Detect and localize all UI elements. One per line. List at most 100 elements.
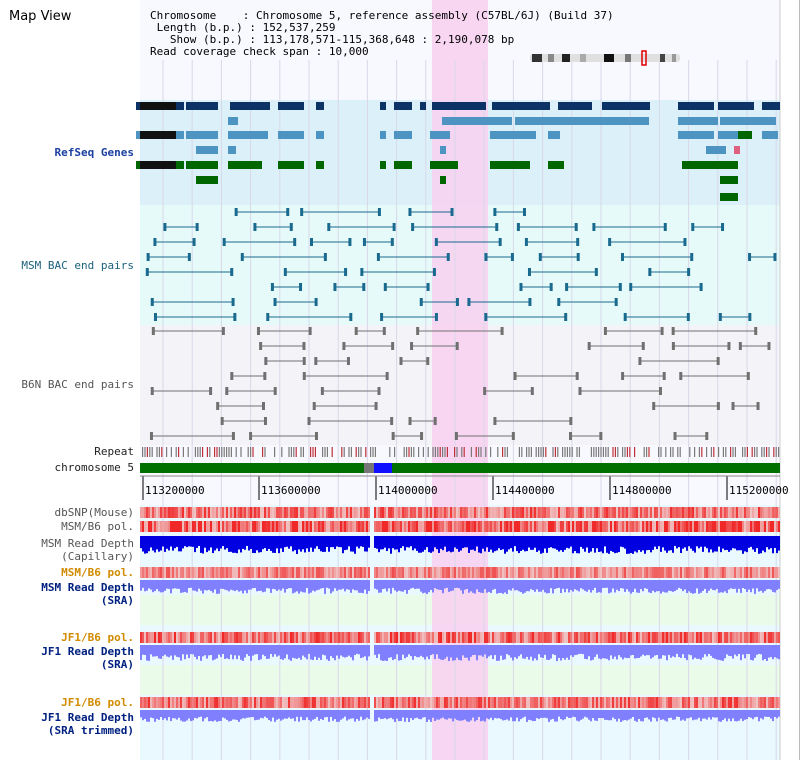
msm-depth-sra-bar bbox=[656, 580, 658, 592]
msm-bac-end-pair bbox=[426, 283, 430, 291]
jf1-b6-pol-cell bbox=[704, 632, 706, 643]
jf1-depth-sra-bar bbox=[734, 645, 736, 655]
msm-b6-pol2-cell bbox=[360, 567, 362, 578]
msm-b6-pol2-cell bbox=[272, 567, 274, 578]
msm-bac-end-pair bbox=[289, 223, 293, 231]
track-label-dbsnp[interactable]: dbSNP(Mouse) bbox=[54, 506, 134, 519]
msm-b6-pol-cell bbox=[206, 521, 208, 532]
jf1-depth-trim-bar bbox=[292, 710, 294, 719]
msm-b6-pol-cell bbox=[744, 521, 746, 532]
dbsnp-heat-cell bbox=[496, 507, 498, 518]
gene-feature bbox=[720, 176, 738, 184]
jf1-depth-trim-bar bbox=[646, 710, 648, 718]
jf1-b6-pol2-cell bbox=[492, 697, 494, 708]
dbsnp-heat-cell bbox=[596, 507, 598, 518]
jf1-depth-sra-bar bbox=[470, 645, 472, 657]
msm-depth-cap-bar bbox=[196, 536, 198, 548]
jf1-b6-pol2-cell bbox=[730, 697, 732, 708]
msm-b6-pol2-cell bbox=[190, 567, 192, 578]
jf1-b6-pol-cell bbox=[326, 632, 328, 643]
track-label-msm-depth-sra[interactable]: MSM Read Depth (SRA) bbox=[0, 581, 134, 607]
jf1-b6-pol-cell bbox=[576, 632, 578, 643]
msm-b6-pol2-cell bbox=[582, 567, 584, 578]
jf1-b6-pol2-cell bbox=[392, 697, 394, 708]
msm-b6-pol2-cell bbox=[378, 567, 380, 578]
msm-depth-sra-bar bbox=[558, 580, 560, 588]
track-label-msm-depth-capillary[interactable]: MSM Read Depth (Capillary) bbox=[0, 537, 134, 563]
jf1-b6-pol-cell bbox=[238, 632, 240, 643]
jf1-depth-sra-bar bbox=[188, 645, 190, 659]
msm-b6-pol2-cell bbox=[620, 567, 622, 578]
msm-depth-cap-bar bbox=[442, 536, 444, 551]
gene-feature bbox=[228, 161, 262, 169]
msm-b6-pol-cell bbox=[140, 521, 142, 532]
dbsnp-heat-cell bbox=[178, 507, 180, 518]
jf1-b6-pol2-cell bbox=[602, 697, 604, 708]
jf1-b6-pol2-cell bbox=[356, 697, 358, 708]
msm-b6-pol2-cell bbox=[528, 567, 530, 578]
dbsnp-heat-cell bbox=[204, 507, 206, 518]
jf1-depth-trim-bar bbox=[210, 710, 212, 721]
jf1-depth-sra-bar bbox=[574, 645, 576, 656]
jf1-depth-trim-bar bbox=[258, 710, 260, 720]
gene-feature bbox=[316, 161, 324, 169]
msm-depth-cap-bar bbox=[284, 536, 286, 548]
jf1-depth-sra-bar bbox=[736, 645, 738, 657]
dbsnp-heat-cell bbox=[646, 507, 648, 518]
jf1-depth-sra-bar bbox=[752, 645, 754, 661]
track-label-b6n-bac[interactable]: B6N BAC end pairs bbox=[21, 378, 134, 391]
jf1-b6-pol2-cell bbox=[656, 697, 658, 708]
jf1-depth-sra-bar bbox=[474, 645, 476, 655]
jf1-b6-pol2-cell bbox=[694, 697, 696, 708]
msm-depth-sra-bar bbox=[308, 580, 310, 594]
msm-depth-sra-bar bbox=[184, 580, 186, 592]
track-label-jf1-depth-sra[interactable]: JF1 Read Depth (SRA) bbox=[0, 645, 134, 671]
track-label-jf1-b6-pol[interactable]: JF1/B6 pol. bbox=[61, 631, 134, 644]
track-label-msm-bac[interactable]: MSM BAC end pairs bbox=[21, 259, 134, 272]
jf1-depth-sra-bar bbox=[508, 645, 510, 656]
track-label-refseq[interactable]: RefSeq Genes bbox=[54, 146, 134, 159]
msm-b6-pol2-cell bbox=[532, 567, 534, 578]
msm-depth-sra-bar bbox=[778, 580, 780, 589]
track-label-jf1-b6-pol-2[interactable]: JF1/B6 pol. bbox=[61, 696, 134, 709]
track-label-jf1-depth-trimmed[interactable]: JF1 Read Depth (SRA trimmed) bbox=[0, 711, 134, 737]
b6n-bac-end-pair bbox=[603, 327, 607, 335]
msm-depth-sra-bar bbox=[636, 580, 638, 593]
jf1-depth-trim-bar bbox=[358, 710, 360, 721]
jf1-b6-pol-cell bbox=[574, 632, 576, 643]
msm-bac-end-pair bbox=[493, 208, 497, 216]
repeat-mark bbox=[538, 447, 540, 457]
track-label-repeat[interactable]: Repeat bbox=[94, 445, 134, 458]
jf1-b6-pol2-cell bbox=[312, 697, 314, 708]
dbsnp-heat-cell bbox=[250, 507, 252, 518]
msm-depth-cap-bar bbox=[226, 536, 228, 549]
gene-feature bbox=[430, 131, 450, 139]
jf1-depth-trim-bar bbox=[404, 710, 406, 722]
repeat-mark bbox=[331, 447, 333, 457]
track-label-msm-b6-pol-2[interactable]: MSM/B6 pol. bbox=[61, 566, 134, 579]
msm-depth-cap-bar bbox=[534, 536, 536, 548]
msm-depth-cap-bar bbox=[384, 536, 386, 548]
repeat-mark bbox=[187, 447, 189, 457]
track-label-msm-b6-pol[interactable]: MSM/B6 pol. bbox=[61, 520, 134, 533]
dbsnp-heat-cell bbox=[428, 507, 430, 518]
jf1-b6-pol2-cell bbox=[766, 697, 768, 708]
jf1-depth-trim-bar bbox=[760, 710, 762, 719]
jf1-b6-pol2-cell bbox=[774, 697, 776, 708]
msm-b6-pol2-cell bbox=[478, 567, 480, 578]
jf1-depth-trim-bar bbox=[140, 710, 142, 718]
msm-depth-sra-bar bbox=[300, 580, 302, 592]
jf1-depth-trim-bar bbox=[536, 710, 538, 719]
jf1-b6-pol-cell bbox=[236, 632, 238, 643]
msm-depth-sra-bar bbox=[180, 580, 182, 593]
jf1-b6-pol2-cell bbox=[544, 697, 546, 708]
dbsnp-heat-cell bbox=[388, 507, 390, 518]
jf1-b6-pol-cell bbox=[426, 632, 428, 643]
jf1-depth-sra-bar bbox=[402, 645, 404, 655]
jf1-b6-pol2-cell bbox=[578, 697, 580, 708]
msm-depth-sra-bar bbox=[686, 580, 688, 594]
msm-depth-sra-bar bbox=[336, 580, 338, 591]
dbsnp-heat-cell bbox=[350, 507, 352, 518]
msm-depth-sra-bar bbox=[616, 580, 618, 590]
